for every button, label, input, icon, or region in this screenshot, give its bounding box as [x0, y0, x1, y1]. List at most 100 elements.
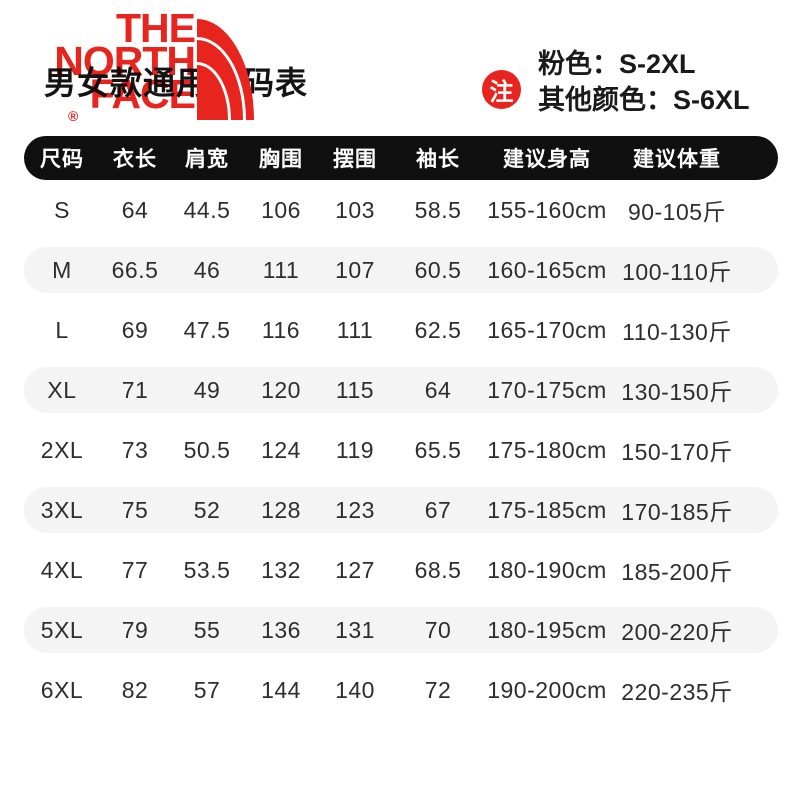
data-cell: 140 — [335, 676, 375, 703]
north-face-wordmark: THE NORTH FACE — [38, 5, 196, 117]
data-cell: 62.5 — [414, 316, 462, 343]
data-cell: 44.5 — [183, 196, 231, 223]
data-cell: 116 — [261, 316, 301, 343]
size-cell: 2XL — [40, 436, 84, 463]
data-cell: 64 — [121, 196, 149, 223]
data-cell: 130-150斤 — [621, 379, 733, 405]
color-size-note: 注 粉色：S-2XL 其他颜色：S-6XL — [482, 46, 750, 118]
data-cell: 70 — [424, 616, 452, 643]
data-cell: 111 — [262, 256, 300, 283]
data-cell: 175-185cm — [487, 496, 607, 523]
data-cell: 73 — [121, 436, 149, 463]
data-cell: 66.5 — [111, 256, 159, 283]
size-table-header-row: 尺码 衣长 肩宽 胸围 摆围 袖长 建议身高 建议体重 — [24, 136, 778, 180]
data-cell: 119 — [335, 436, 375, 463]
size-table-body: S 64 44.5 106 103 58.5 155-160cm 90-105斤 M 66.5 46… — [24, 180, 778, 720]
page-title: 男女款通用尺码表 — [44, 65, 309, 101]
data-cell: 200-220斤 — [621, 619, 733, 645]
data-cell: 160-165cm — [487, 256, 607, 283]
data-cell: 75 — [121, 496, 149, 523]
registered-trademark-icon: ® — [68, 108, 79, 124]
data-cell: 144 — [261, 676, 301, 703]
wordmark-line-north: NORTH — [54, 38, 196, 84]
wordmark-line-the: THE — [116, 5, 196, 51]
data-cell: 58.5 — [414, 196, 462, 223]
header-cell: 衣长 — [113, 148, 157, 171]
data-cell: 79 — [121, 616, 149, 643]
data-cell: 132 — [261, 556, 301, 583]
half-dome-icon — [197, 19, 254, 120]
data-cell: 185-200斤 — [621, 559, 733, 585]
table-row: 6XL 82 57 144 140 72 190-200cm 220-235斤 — [24, 660, 778, 720]
data-cell: 77 — [121, 556, 149, 583]
data-cell: 90-105斤 — [627, 199, 727, 225]
data-cell: 123 — [335, 496, 375, 523]
table-row: XL 71 49 120 115 64 170-175cm 130-150斤 — [24, 367, 778, 413]
header-cell: 胸围 — [259, 148, 303, 171]
size-cell: XL — [47, 376, 77, 403]
data-cell: 131 — [335, 616, 375, 643]
data-cell: 170-175cm — [487, 376, 607, 403]
data-cell: 50.5 — [183, 436, 231, 463]
data-cell: 46 — [193, 256, 221, 283]
data-cell: 65.5 — [414, 436, 462, 463]
size-cell: 3XL — [40, 496, 84, 523]
table-row: 5XL 79 55 136 131 70 180-195cm 200-220斤 — [24, 607, 778, 653]
data-cell: 220-235斤 — [621, 679, 733, 705]
data-cell: 170-185斤 — [621, 499, 733, 525]
size-table: 尺码 衣长 肩宽 胸围 摆围 袖长 建议身高 建议体重 S 64 44.5 106 103 58.5 15… — [24, 136, 778, 720]
wordmark-line-face: FACE — [89, 71, 196, 117]
data-cell: 111 — [336, 316, 374, 343]
note-lines: 粉色：S-2XL 其他颜色：S-6XL — [538, 46, 750, 118]
data-cell: 115 — [335, 376, 375, 403]
data-cell: 72 — [424, 676, 452, 703]
data-cell: 150-170斤 — [621, 439, 733, 465]
data-cell: 120 — [261, 376, 301, 403]
data-cell: 47.5 — [183, 316, 231, 343]
data-cell: 124 — [261, 436, 301, 463]
data-cell: 60.5 — [414, 256, 462, 283]
data-cell: 82 — [121, 676, 149, 703]
data-cell: 110-130斤 — [622, 319, 732, 345]
data-cell: 165-170cm — [487, 316, 607, 343]
size-cell: S — [54, 196, 70, 223]
table-row: 3XL 75 52 128 123 67 175-185cm 170-185斤 — [24, 487, 778, 533]
data-cell: 68.5 — [414, 556, 462, 583]
data-cell: 53.5 — [183, 556, 231, 583]
header-cell: 建议身高 — [503, 148, 591, 171]
data-cell: 71 — [121, 376, 149, 403]
size-cell: L — [55, 316, 69, 343]
header-cell: 袖长 — [416, 148, 460, 171]
table-row: L 69 47.5 116 111 62.5 165-170cm 110-130斤 — [24, 300, 778, 360]
data-cell: 107 — [335, 256, 375, 283]
data-cell: 57 — [193, 676, 221, 703]
data-cell: 155-160cm — [487, 196, 607, 223]
table-row: M 66.5 46 111 107 60.5 160-165cm 100-110斤 — [24, 247, 778, 293]
table-row: 4XL 77 53.5 132 127 68.5 180-190cm 185-200斤 — [24, 540, 778, 600]
size-cell: 4XL — [40, 556, 84, 583]
size-cell: M — [52, 256, 72, 283]
header-cell: 建议体重 — [633, 148, 721, 171]
data-cell: 180-190cm — [487, 556, 607, 583]
data-cell: 106 — [261, 196, 301, 223]
data-cell: 64 — [424, 376, 452, 403]
data-cell: 180-195cm — [487, 616, 607, 643]
size-cell: 6XL — [40, 676, 84, 703]
size-cell: 5XL — [40, 616, 84, 643]
data-cell: 127 — [335, 556, 375, 583]
data-cell: 69 — [121, 316, 149, 343]
data-cell: 175-180cm — [487, 436, 607, 463]
note-line-pink: 粉色：S-2XL — [538, 49, 696, 79]
note-badge-icon: 注 — [482, 70, 521, 109]
data-cell: 55 — [193, 616, 221, 643]
header-cell: 摆围 — [333, 148, 377, 171]
note-line-others: 其他颜色：S-6XL — [538, 85, 750, 115]
table-row: 2XL 73 50.5 124 119 65.5 175-180cm 150-170斤 — [24, 420, 778, 480]
data-cell: 103 — [335, 196, 375, 223]
data-cell: 128 — [261, 496, 301, 523]
data-cell: 49 — [193, 376, 221, 403]
data-cell: 100-110斤 — [622, 259, 732, 285]
table-row: S 64 44.5 106 103 58.5 155-160cm 90-105斤 — [24, 180, 778, 240]
header-cell: 肩宽 — [185, 148, 229, 171]
data-cell: 190-200cm — [487, 676, 607, 703]
